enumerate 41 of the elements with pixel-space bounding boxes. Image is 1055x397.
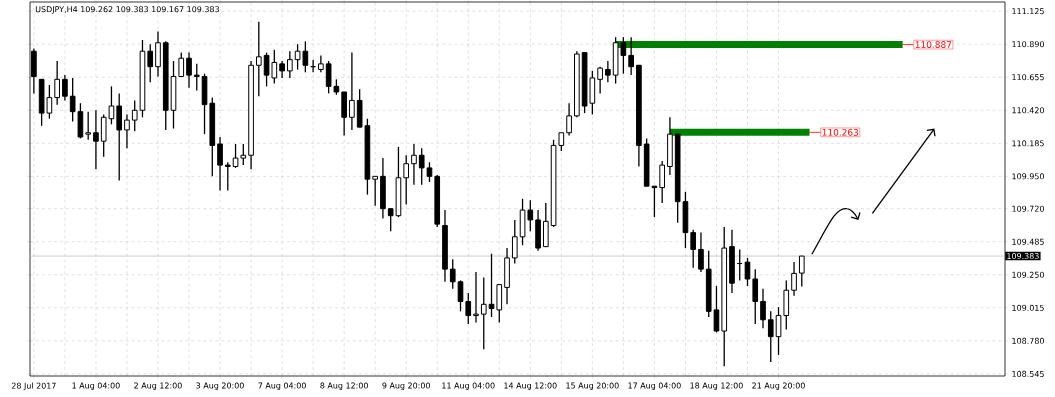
candlestick	[224, 161, 231, 192]
candlestick	[372, 175, 378, 207]
candlestick	[85, 111, 91, 141]
data-label: 110.887	[915, 41, 952, 48]
candlestick	[744, 257, 751, 287]
candlestick	[349, 51, 355, 131]
candlestick	[659, 160, 665, 204]
candlestick	[791, 261, 797, 297]
candlestick	[147, 43, 154, 83]
candlestick	[752, 268, 759, 325]
candlestick	[116, 92, 123, 182]
candlestick	[155, 30, 161, 78]
candlestick	[124, 113, 130, 149]
candlestick	[480, 276, 487, 350]
candlestick	[411, 143, 417, 186]
candlestick	[403, 154, 410, 206]
candlestick	[760, 288, 766, 329]
candlestick	[767, 310, 774, 363]
candlestick	[566, 102, 572, 137]
candlestick	[62, 74, 68, 102]
candlestick	[193, 63, 200, 92]
candlestick	[605, 60, 611, 83]
candlestick	[178, 51, 185, 78]
candlestick	[318, 54, 324, 73]
data-label: 110.263	[822, 128, 859, 136]
candlestick	[217, 136, 223, 192]
candlestick	[597, 66, 603, 95]
candlestick	[690, 229, 697, 269]
candlestick	[93, 109, 99, 170]
candlestick	[449, 258, 456, 290]
candlestick	[457, 279, 464, 312]
candlestick	[698, 231, 704, 273]
candlestick	[511, 219, 518, 265]
candlestick	[465, 292, 472, 325]
candlestick	[186, 51, 192, 89]
candlestick	[628, 36, 634, 76]
candlestick	[798, 255, 805, 288]
candlestick	[473, 271, 479, 324]
candlestick	[256, 21, 262, 97]
candlestick	[287, 50, 293, 79]
candlestick	[54, 60, 60, 106]
